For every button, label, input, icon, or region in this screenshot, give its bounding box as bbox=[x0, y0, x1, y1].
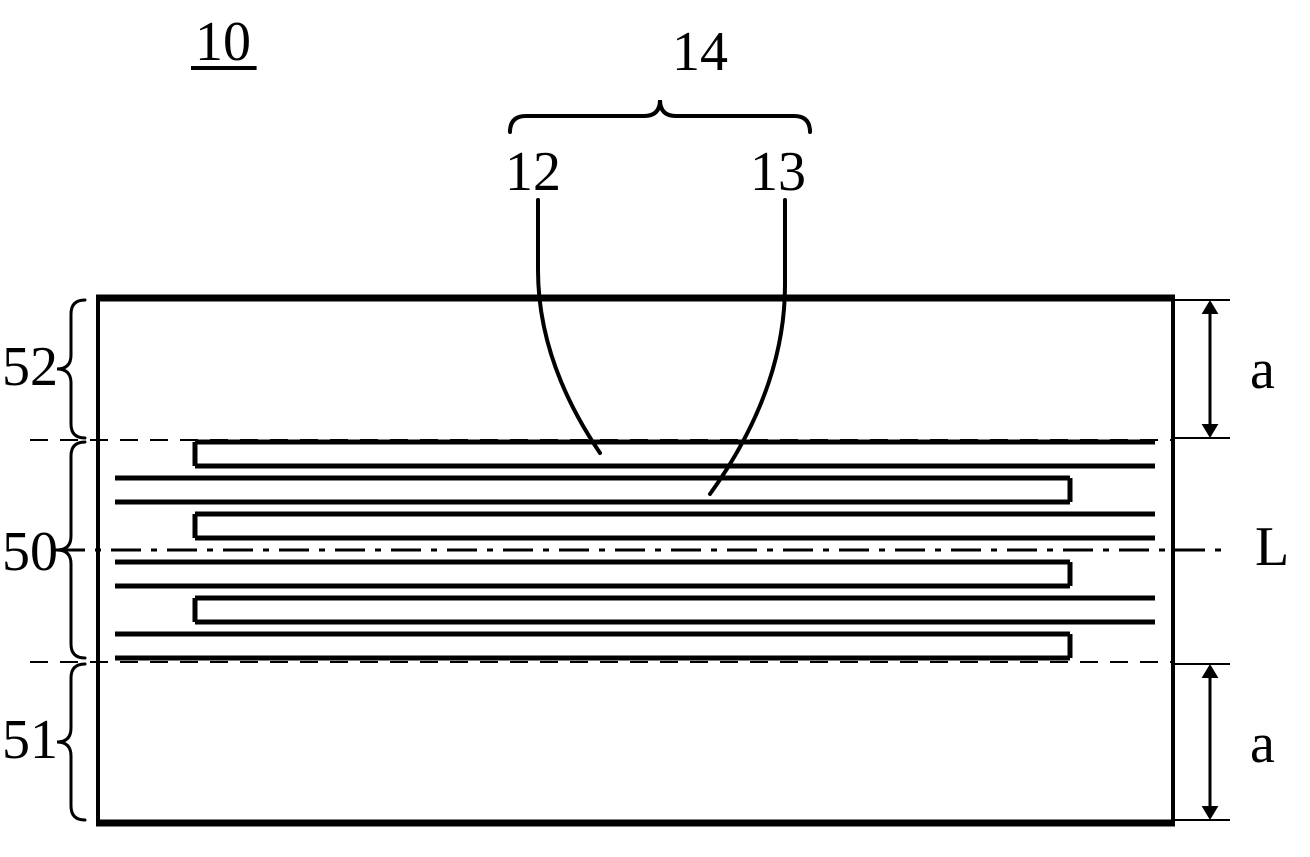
top-group-brace bbox=[510, 100, 810, 132]
leader-label-13: 13 bbox=[750, 141, 806, 203]
left-brace-52 bbox=[57, 300, 85, 438]
left-brace-label-52: 52 bbox=[2, 336, 58, 398]
top-group-label: 14 bbox=[672, 21, 728, 83]
leader-line-12 bbox=[538, 200, 600, 453]
centerline-label: L bbox=[1255, 516, 1289, 578]
schematic-diagram: 10 L 52 50 51 a a 14 12 13 bbox=[0, 0, 1310, 857]
leader-label-12: 12 bbox=[505, 141, 561, 203]
left-brace-label-50: 50 bbox=[2, 521, 58, 583]
leader-line-13 bbox=[710, 200, 785, 494]
dimension-label-1: a bbox=[1250, 713, 1275, 775]
figure-ref-label: 10 bbox=[195, 11, 251, 73]
left-brace-51 bbox=[57, 664, 85, 820]
dimension-label-0: a bbox=[1250, 339, 1275, 401]
left-brace-label-51: 51 bbox=[2, 709, 58, 771]
